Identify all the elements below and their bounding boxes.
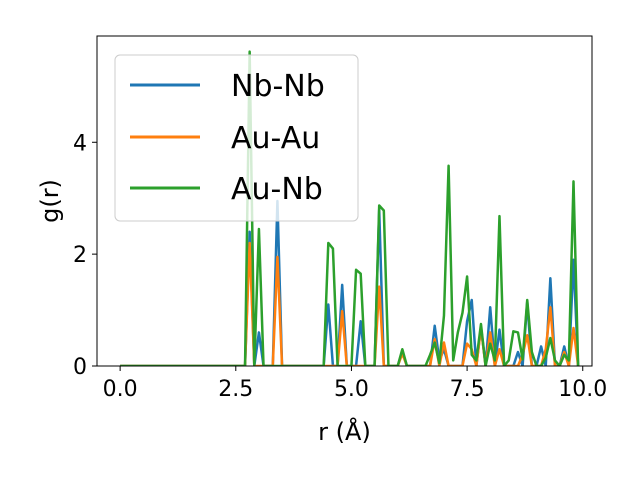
legend-label-au-au: Au-Au [231, 121, 320, 156]
y-tick-label: 2 [73, 243, 87, 268]
x-tick-label: 0.0 [103, 377, 138, 402]
series-line-au-au [120, 241, 580, 366]
y-tick-label: 0 [73, 355, 87, 380]
plot-area [120, 50, 580, 366]
x-tick-label: 5.0 [334, 377, 369, 402]
legend-label-au-nb: Au-Nb [231, 172, 323, 207]
legend-label-nb-nb: Nb-Nb [231, 69, 325, 104]
axes-frame [96, 35, 593, 367]
x-axis: 0.0 2.5 5.0 7.5 10.0 [103, 366, 607, 402]
x-tick-label: 10.0 [558, 377, 607, 402]
y-axis: 0 2 4 [73, 131, 97, 380]
x-tick-label: 7.5 [450, 377, 485, 402]
x-axis-label: r (Å) [318, 417, 371, 446]
x-tick-label: 2.5 [218, 377, 253, 402]
series-line-nb-nb [120, 199, 580, 366]
legend-box [114, 54, 359, 222]
y-tick-label: 4 [73, 131, 87, 156]
series-line-au-nb [120, 50, 580, 366]
y-axis-label: g(r) [36, 179, 64, 223]
legend: Nb-Nb Au-Au Au-Nb [114, 54, 359, 222]
